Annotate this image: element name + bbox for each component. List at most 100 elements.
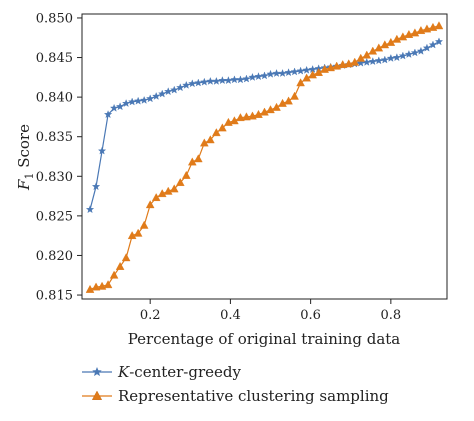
data-point — [139, 220, 149, 229]
x-tick-label: 0.4 — [220, 308, 241, 323]
data-point — [398, 51, 408, 60]
y-tick-label: 0.815 — [36, 289, 73, 304]
data-point — [206, 76, 215, 85]
data-point — [212, 128, 221, 137]
y-tick-label: 0.825 — [36, 209, 73, 224]
legend-label-representative-clustering: Representative clustering sampling — [118, 387, 389, 405]
y-tick-label: 0.840 — [36, 91, 73, 106]
data-point — [272, 102, 281, 111]
data-point — [284, 96, 293, 105]
data-point — [296, 66, 305, 75]
y-axis-label-rest: Score — [15, 124, 33, 173]
data-point — [193, 154, 203, 163]
data-point — [200, 138, 209, 147]
data-point — [410, 48, 420, 57]
data-point — [176, 83, 185, 92]
data-point — [284, 68, 293, 77]
data-point — [218, 123, 227, 132]
data-point — [212, 76, 221, 85]
data-point — [200, 77, 209, 86]
series-layer — [85, 21, 444, 293]
data-point — [85, 205, 95, 214]
data-point — [404, 49, 414, 58]
data-point — [206, 135, 215, 144]
x-tick-label: 0.2 — [140, 308, 161, 323]
data-point — [103, 280, 113, 289]
data-point — [362, 57, 371, 66]
plot-frame — [81, 13, 448, 300]
y-axis: 0.815 0.820 0.825 0.830 0.835 0.840 0.845 0.850 — [36, 11, 82, 304]
data-point — [109, 103, 119, 112]
data-point — [146, 94, 155, 103]
data-point — [266, 69, 275, 78]
series-line — [89, 25, 440, 291]
data-point — [133, 96, 143, 105]
y-tick-label: 0.850 — [36, 11, 73, 26]
data-point — [266, 105, 275, 114]
data-point — [254, 109, 263, 118]
data-point — [302, 73, 311, 82]
data-point — [91, 282, 101, 291]
x-axis-label: Percentage of original training data — [128, 330, 401, 348]
data-point — [398, 32, 408, 41]
y-tick-label: 0.830 — [36, 170, 73, 185]
data-point — [278, 69, 287, 77]
legend-star-marker-icon — [92, 366, 102, 377]
data-point — [380, 55, 389, 64]
data-point — [422, 43, 432, 52]
data-point — [121, 253, 131, 262]
data-point — [175, 178, 185, 186]
data-point — [169, 184, 179, 193]
data-point — [103, 110, 113, 119]
data-point — [115, 261, 125, 270]
data-point — [170, 85, 179, 94]
data-point — [338, 60, 348, 69]
data-point — [428, 40, 438, 49]
data-point — [140, 95, 149, 104]
data-point — [386, 53, 396, 62]
data-point — [392, 53, 402, 62]
data-point — [145, 200, 155, 209]
legend: K-center-greedy Representative clusterin… — [82, 363, 389, 405]
data-point — [368, 46, 378, 55]
data-point — [434, 37, 444, 46]
data-point — [109, 270, 119, 279]
data-point — [356, 53, 366, 62]
data-point — [314, 67, 323, 76]
data-point — [308, 70, 317, 79]
data-point — [242, 74, 251, 83]
data-point — [127, 231, 137, 240]
data-point — [163, 186, 173, 195]
data-point — [380, 40, 390, 49]
data-point — [434, 21, 444, 30]
data-point — [152, 91, 161, 100]
data-point — [127, 97, 137, 106]
data-point — [85, 284, 95, 293]
data-point — [218, 76, 227, 85]
data-point — [182, 80, 191, 89]
data-point — [121, 99, 131, 107]
series-line — [89, 41, 440, 210]
data-point — [302, 65, 311, 74]
data-point — [416, 46, 426, 55]
x-axis: 0.2 0.4 0.6 0.8 — [140, 299, 401, 323]
data-point — [236, 113, 245, 122]
data-point — [362, 50, 372, 59]
data-point — [97, 146, 107, 155]
data-point — [392, 34, 402, 43]
data-point — [236, 75, 245, 84]
data-point — [91, 182, 101, 191]
data-point — [260, 71, 269, 80]
data-point — [158, 89, 167, 98]
data-point — [115, 102, 125, 111]
data-point — [356, 58, 365, 67]
data-point — [187, 157, 197, 166]
plot-area: 0.2 0.4 0.6 0.8 0.8150.8200.8250.8300.8350.… — [36, 11, 448, 323]
series-k-center-greedy — [85, 37, 444, 214]
data-point — [368, 57, 377, 66]
data-point — [374, 56, 383, 65]
data-point — [242, 112, 251, 121]
data-point — [350, 57, 360, 66]
data-point — [290, 91, 299, 100]
